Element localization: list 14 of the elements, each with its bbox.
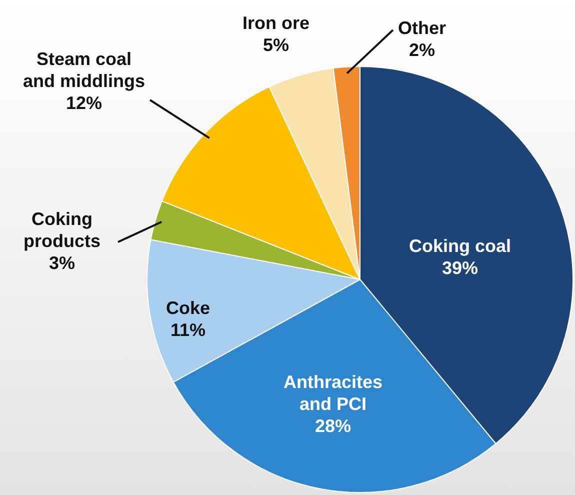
data-label: 3% bbox=[48, 252, 76, 273]
data-label: 5% bbox=[262, 34, 290, 55]
data-label: 39% bbox=[442, 258, 478, 278]
slice-label: Coking coal bbox=[408, 236, 512, 256]
data-label: 2% bbox=[408, 40, 436, 60]
slice-label: Anthracites and PCI bbox=[283, 372, 383, 414]
slice-label: Coke bbox=[166, 298, 210, 318]
slice-label: Iron ore bbox=[242, 12, 310, 33]
slice-label: Steam coal and middlings bbox=[22, 48, 146, 91]
slice-label: Coking products bbox=[23, 208, 101, 251]
data-label: 12% bbox=[66, 92, 102, 113]
data-label: 11% bbox=[170, 320, 206, 340]
slice-label: Other bbox=[398, 18, 446, 38]
data-label: 28% bbox=[314, 416, 352, 436]
